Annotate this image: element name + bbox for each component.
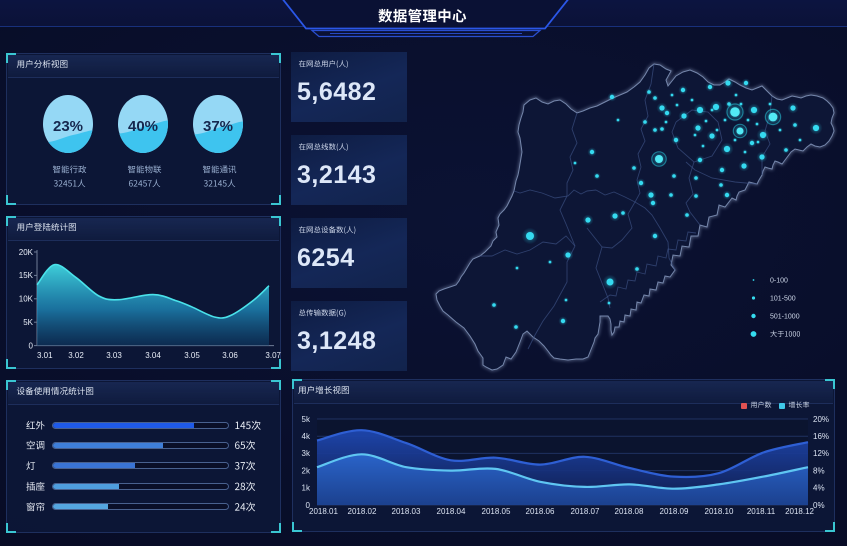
svg-text:501-1000: 501-1000 <box>770 314 800 321</box>
svg-text:6254: 6254 <box>297 244 355 272</box>
svg-text:4k: 4k <box>302 432 311 441</box>
svg-text:8%: 8% <box>813 466 825 475</box>
svg-text:5k: 5k <box>302 415 311 424</box>
svg-text:3.02: 3.02 <box>68 351 84 360</box>
svg-text:0%: 0% <box>813 501 825 510</box>
svg-text:2018.01: 2018.01 <box>309 507 338 516</box>
svg-text:3.06: 3.06 <box>222 351 238 360</box>
svg-text:2018.07: 2018.07 <box>571 507 600 516</box>
svg-text:2018.12: 2018.12 <box>785 507 814 516</box>
svg-text:12%: 12% <box>813 449 829 458</box>
svg-text:15K: 15K <box>19 271 34 280</box>
svg-text:2018.03: 2018.03 <box>392 507 421 516</box>
svg-text:4%: 4% <box>813 484 825 493</box>
svg-text:2018.05: 2018.05 <box>482 507 511 516</box>
svg-text:2018.04: 2018.04 <box>437 507 466 516</box>
svg-text:3.01: 3.01 <box>37 351 53 360</box>
svg-text:20K: 20K <box>19 248 34 257</box>
svg-text:2k: 2k <box>302 466 311 475</box>
svg-text:0-100: 0-100 <box>770 278 788 285</box>
svg-text:3.04: 3.04 <box>145 351 161 360</box>
svg-text:2018.10: 2018.10 <box>705 507 734 516</box>
svg-text:2018.08: 2018.08 <box>615 507 644 516</box>
svg-text:23%: 23% <box>53 118 83 135</box>
svg-text:20%: 20% <box>813 415 829 424</box>
svg-text:101-500: 101-500 <box>770 296 796 303</box>
svg-text:2018.09: 2018.09 <box>660 507 689 516</box>
svg-text:0: 0 <box>306 501 311 510</box>
svg-text:16%: 16% <box>813 432 829 441</box>
svg-text:3,2143: 3,2143 <box>297 161 376 189</box>
svg-text:5,6482: 5,6482 <box>297 78 376 106</box>
svg-text:3.05: 3.05 <box>184 351 200 360</box>
svg-text:2018.11: 2018.11 <box>747 507 776 516</box>
svg-text:3k: 3k <box>302 449 311 458</box>
svg-text:3,1248: 3,1248 <box>297 327 376 355</box>
svg-text:2018.06: 2018.06 <box>526 507 555 516</box>
svg-text:2018.02: 2018.02 <box>348 507 377 516</box>
svg-text:10K: 10K <box>19 295 34 304</box>
svg-text:3.03: 3.03 <box>106 351 122 360</box>
svg-text:1k: 1k <box>302 484 311 493</box>
svg-text:5K: 5K <box>23 318 33 327</box>
svg-text:40%: 40% <box>128 118 158 135</box>
svg-text:3.07: 3.07 <box>265 351 281 360</box>
svg-text:0: 0 <box>29 341 34 350</box>
svg-text:37%: 37% <box>203 118 233 135</box>
